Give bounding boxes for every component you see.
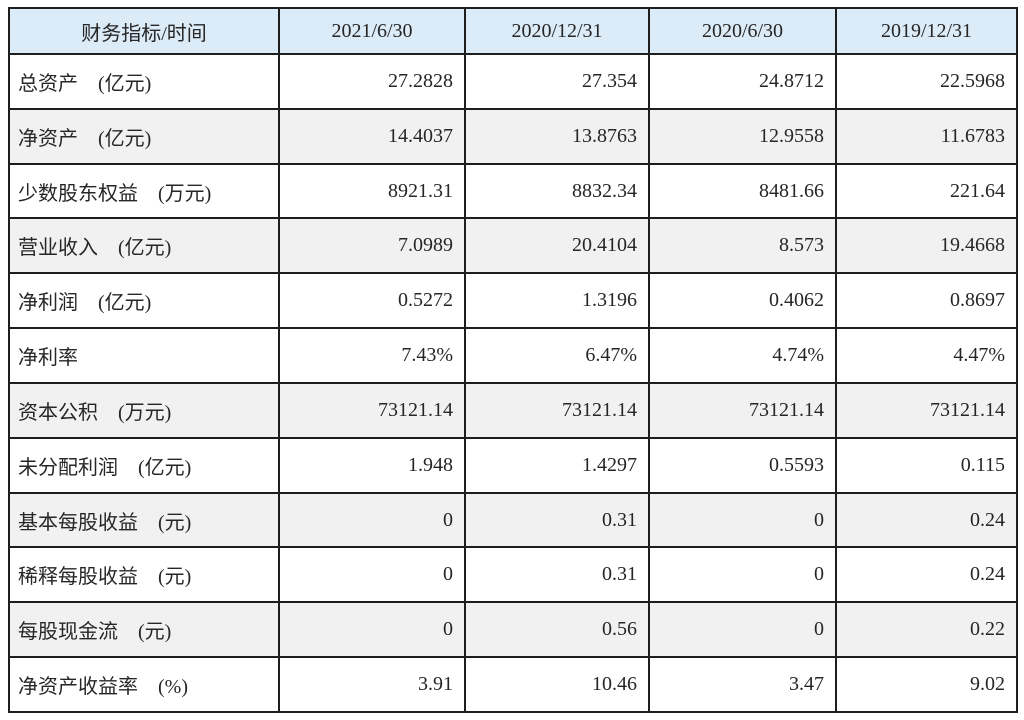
- value-cell: 221.64: [835, 162, 1018, 220]
- date-column-header: 2021/6/30: [278, 7, 466, 55]
- row-label: 少数股东权益 (万元): [8, 162, 280, 220]
- value-cell: 14.4037: [278, 107, 466, 165]
- value-cell: 0.5272: [278, 272, 466, 330]
- row-label: 净资产 (亿元): [8, 107, 280, 165]
- table-row: 净资产 (亿元) 14.4037 13.8763 12.9558 11.6783: [8, 107, 1018, 165]
- value-cell: 27.354: [464, 53, 650, 110]
- indicator-time-column-header: 财务指标/时间: [8, 7, 280, 55]
- value-cell: 8481.66: [648, 162, 837, 220]
- financial-indicators-table: 财务指标/时间 2021/6/30 2020/12/31 2020/6/30 2019/…: [8, 7, 1018, 713]
- value-cell: 20.4104: [464, 217, 650, 275]
- row-label: 资本公积 (万元): [8, 381, 280, 439]
- value-cell: 13.8763: [464, 107, 650, 165]
- value-cell: 7.43%: [278, 327, 466, 384]
- value-cell: 10.46: [464, 656, 650, 713]
- row-label: 营业收入 (亿元): [8, 217, 280, 275]
- row-label: 基本每股收益 (元): [8, 491, 280, 549]
- value-cell: 22.5968: [835, 53, 1018, 110]
- table-row: 营业收入 (亿元) 7.0989 20.4104 8.573 19.4668: [8, 217, 1018, 275]
- table-row: 基本每股收益 (元) 0 0.31 0 0.24: [8, 491, 1018, 549]
- value-cell: 73121.14: [464, 381, 650, 439]
- table-row: 总资产 (亿元) 27.2828 27.354 24.8712 22.5968: [8, 53, 1018, 110]
- value-cell: 1.4297: [464, 436, 650, 494]
- value-cell: 0.8697: [835, 272, 1018, 330]
- row-label: 总资产 (亿元): [8, 53, 280, 110]
- table-row: 净利率 7.43% 6.47% 4.74% 4.47%: [8, 327, 1018, 384]
- value-cell: 0.24: [835, 491, 1018, 549]
- value-cell: 1.3196: [464, 272, 650, 330]
- value-cell: 0: [278, 546, 466, 604]
- row-label: 未分配利润 (亿元): [8, 436, 280, 494]
- value-cell: 8921.31: [278, 162, 466, 220]
- table-row: 未分配利润 (亿元) 1.948 1.4297 0.5593 0.115: [8, 436, 1018, 494]
- date-column-header: 2020/12/31: [464, 7, 650, 55]
- value-cell: 6.47%: [464, 327, 650, 384]
- value-cell: 0.31: [464, 491, 650, 549]
- table-header-row: 财务指标/时间 2021/6/30 2020/12/31 2020/6/30 2019/…: [8, 7, 1018, 55]
- value-cell: 11.6783: [835, 107, 1018, 165]
- value-cell: 27.2828: [278, 53, 466, 110]
- value-cell: 4.74%: [648, 327, 837, 384]
- table-row: 资本公积 (万元) 73121.14 73121.14 73121.14 73121.1…: [8, 381, 1018, 439]
- value-cell: 8832.34: [464, 162, 650, 220]
- value-cell: 0.22: [835, 601, 1018, 659]
- value-cell: 73121.14: [835, 381, 1018, 439]
- value-cell: 0.31: [464, 546, 650, 604]
- value-cell: 0: [648, 601, 837, 659]
- row-label: 净资产收益率 (%): [8, 656, 280, 713]
- row-label: 稀释每股收益 (元): [8, 546, 280, 604]
- value-cell: 9.02: [835, 656, 1018, 713]
- row-label: 净利润 (亿元): [8, 272, 280, 330]
- value-cell: 12.9558: [648, 107, 837, 165]
- value-cell: 8.573: [648, 217, 837, 275]
- value-cell: 0: [648, 491, 837, 549]
- table-row: 每股现金流 (元) 0 0.56 0 0.22: [8, 601, 1018, 659]
- row-label: 每股现金流 (元): [8, 601, 280, 659]
- table-row: 净资产收益率 (%) 3.91 10.46 3.47 9.02: [8, 656, 1018, 713]
- value-cell: 1.948: [278, 436, 466, 494]
- date-column-header: 2020/6/30: [648, 7, 837, 55]
- value-cell: 0: [278, 491, 466, 549]
- value-cell: 19.4668: [835, 217, 1018, 275]
- value-cell: 0.4062: [648, 272, 837, 330]
- date-column-header: 2019/12/31: [835, 7, 1018, 55]
- value-cell: 4.47%: [835, 327, 1018, 384]
- table-row: 稀释每股收益 (元) 0 0.31 0 0.24: [8, 546, 1018, 604]
- value-cell: 0.115: [835, 436, 1018, 494]
- value-cell: 7.0989: [278, 217, 466, 275]
- value-cell: 0.5593: [648, 436, 837, 494]
- value-cell: 73121.14: [278, 381, 466, 439]
- value-cell: 24.8712: [648, 53, 837, 110]
- value-cell: 73121.14: [648, 381, 837, 439]
- value-cell: 0.56: [464, 601, 650, 659]
- value-cell: 3.91: [278, 656, 466, 713]
- value-cell: 0: [278, 601, 466, 659]
- value-cell: 3.47: [648, 656, 837, 713]
- table-row: 净利润 (亿元) 0.5272 1.3196 0.4062 0.8697: [8, 272, 1018, 330]
- value-cell: 0.24: [835, 546, 1018, 604]
- table-row: 少数股东权益 (万元) 8921.31 8832.34 8481.66 221.64: [8, 162, 1018, 220]
- row-label: 净利率: [8, 327, 280, 384]
- value-cell: 0: [648, 546, 837, 604]
